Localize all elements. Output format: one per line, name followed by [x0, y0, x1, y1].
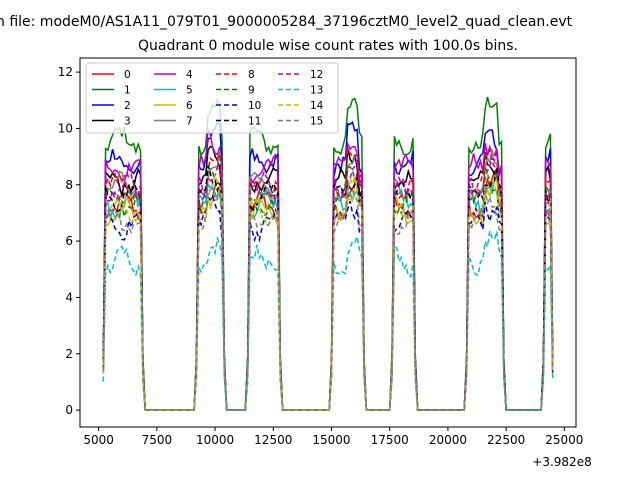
figure-suptitle: n file: modeM0/AS1A11_079T01_9000005284_… — [0, 14, 573, 30]
legend-label-15: 15 — [310, 116, 323, 128]
series-line-14 — [102, 172, 554, 411]
legend-label-6: 6 — [186, 100, 193, 112]
legend-label-0: 0 — [124, 69, 131, 81]
x-tick-label: 25000 — [545, 433, 583, 447]
legend-label-2: 2 — [124, 100, 131, 112]
legend-box — [85, 62, 339, 134]
chart-title: Quadrant 0 module wise count rates with … — [138, 38, 518, 54]
y-tick-label: 12 — [58, 65, 73, 79]
plot-group — [102, 96, 554, 411]
y-tick-label: 6 — [65, 234, 73, 248]
y-tick-label: 2 — [65, 347, 73, 361]
legend-label-14: 14 — [310, 100, 324, 112]
legend-label-9: 9 — [248, 85, 255, 97]
series-line-15 — [102, 187, 554, 411]
x-tick-label: 22500 — [487, 433, 525, 447]
legend-label-4: 4 — [186, 69, 193, 81]
x-tick-label: 10000 — [196, 433, 234, 447]
x-tick-label: 5000 — [83, 433, 114, 447]
legend-label-1: 1 — [124, 85, 131, 97]
legend-label-8: 8 — [248, 69, 255, 81]
y-tick-label: 0 — [65, 403, 73, 417]
legend-label-5: 5 — [186, 85, 193, 97]
x-tick-label: 15000 — [312, 433, 350, 447]
x-tick-label: 7500 — [142, 433, 173, 447]
y-tick-label: 10 — [58, 121, 73, 135]
axes-group: 5000 7500 10000 12500 15000 17500 20000 22500 25… — [58, 65, 584, 447]
y-tick-label: 8 — [65, 178, 73, 192]
y-tick-label: 4 — [65, 290, 73, 304]
x-tick-label: 12500 — [254, 433, 292, 447]
x-tick-label: 17500 — [371, 433, 409, 447]
x-offset-label: +3.982e8 — [532, 455, 591, 469]
legend-label-3: 3 — [124, 116, 131, 128]
legend-label-12: 12 — [310, 69, 323, 81]
x-tick-label: 20000 — [429, 433, 467, 447]
legend-label-13: 13 — [310, 85, 323, 97]
axes-frame — [79, 57, 577, 428]
legend-label-11: 11 — [248, 116, 261, 128]
legend-label-10: 10 — [248, 100, 261, 112]
legend-label-7: 7 — [186, 116, 193, 128]
